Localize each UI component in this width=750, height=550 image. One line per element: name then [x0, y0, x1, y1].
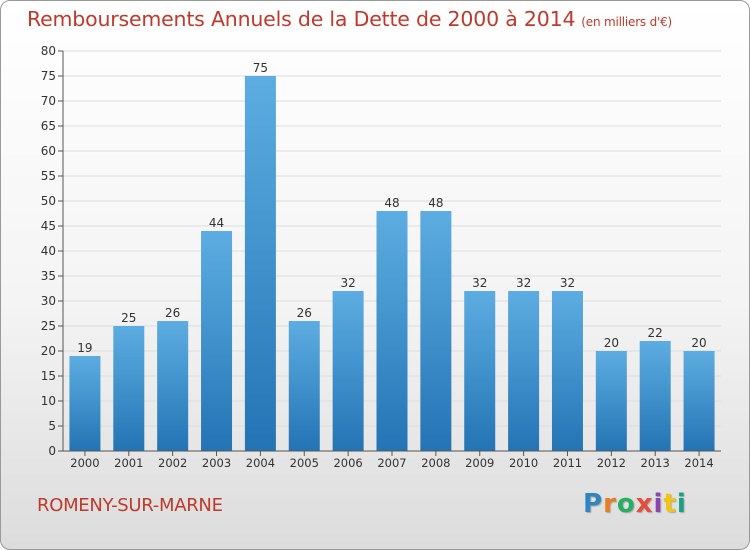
data-label: 32 [560, 276, 575, 290]
data-label: 25 [121, 311, 136, 325]
x-tick-label: 2008 [421, 456, 450, 470]
bar [639, 341, 671, 451]
bar [376, 211, 408, 451]
y-tick-label: 60 [41, 144, 56, 158]
bar [69, 356, 101, 451]
y-tick-label: 0 [48, 444, 56, 458]
bar [244, 76, 276, 451]
x-tick-label: 2005 [290, 456, 319, 470]
y-tick-label: 5 [48, 419, 56, 433]
bar [464, 291, 496, 451]
chart-title: Remboursements Annuels de la Dette de 20… [27, 7, 672, 31]
x-tick-label: 2000 [70, 456, 99, 470]
data-label: 75 [253, 61, 268, 75]
y-tick-label: 50 [41, 194, 56, 208]
y-tick-label: 80 [41, 44, 56, 58]
logo-letter: x [635, 489, 654, 519]
x-tick-label: 2013 [641, 456, 670, 470]
y-tick-label: 75 [41, 69, 56, 83]
bar [508, 291, 540, 451]
x-tick-label: 2002 [158, 456, 187, 470]
x-tick-label: 2003 [202, 456, 231, 470]
data-label: 48 [428, 196, 443, 210]
data-label: 26 [165, 306, 180, 320]
logo-letter: o [616, 489, 636, 519]
y-tick-label: 65 [41, 119, 56, 133]
x-tick-label: 2001 [114, 456, 143, 470]
logo-letter: i [676, 489, 687, 519]
bar [332, 291, 364, 451]
data-label: 19 [77, 341, 92, 355]
bar [551, 291, 583, 451]
data-label: 26 [297, 306, 312, 320]
y-tick-label: 30 [41, 294, 56, 308]
x-tick-label: 2009 [465, 456, 494, 470]
chart-unit-label: (en milliers d'€) [581, 15, 673, 29]
x-tick-label: 2014 [684, 456, 713, 470]
x-tick-label: 2007 [377, 456, 406, 470]
bar [420, 211, 452, 451]
bar [288, 321, 320, 451]
y-tick-label: 15 [41, 369, 56, 383]
x-tick-label: 2011 [553, 456, 582, 470]
y-tick-label: 40 [41, 244, 56, 258]
x-tick-label: 2006 [333, 456, 362, 470]
data-label: 32 [472, 276, 487, 290]
data-label: 48 [384, 196, 399, 210]
y-tick-label: 45 [41, 219, 56, 233]
x-tick-label: 2004 [246, 456, 275, 470]
bar [201, 231, 233, 451]
y-tick-label: 70 [41, 94, 56, 108]
y-tick-label: 25 [41, 319, 56, 333]
chart-title-text: Remboursements Annuels de la Dette de 20… [27, 7, 576, 31]
y-tick-label: 10 [41, 394, 56, 408]
logo-letter: r [603, 489, 617, 519]
bar [113, 326, 145, 451]
data-label: 22 [648, 326, 663, 340]
bar [683, 351, 715, 451]
logo-letter: t [663, 489, 677, 519]
proxiti-logo: Proxiti [583, 489, 687, 519]
logo-letter: i [653, 489, 664, 519]
data-label: 32 [516, 276, 531, 290]
commune-name: ROMENY-SUR-MARNE [37, 495, 223, 516]
x-tick-label: 2012 [597, 456, 626, 470]
bar [595, 351, 627, 451]
data-label: 20 [691, 336, 706, 350]
logo-letter: P [583, 489, 604, 519]
data-label: 20 [604, 336, 619, 350]
y-tick-label: 20 [41, 344, 56, 358]
y-tick-label: 55 [41, 169, 56, 183]
data-label: 44 [209, 216, 224, 230]
bar [157, 321, 189, 451]
x-tick-label: 2010 [509, 456, 538, 470]
data-label: 32 [340, 276, 355, 290]
y-tick-label: 35 [41, 269, 56, 283]
